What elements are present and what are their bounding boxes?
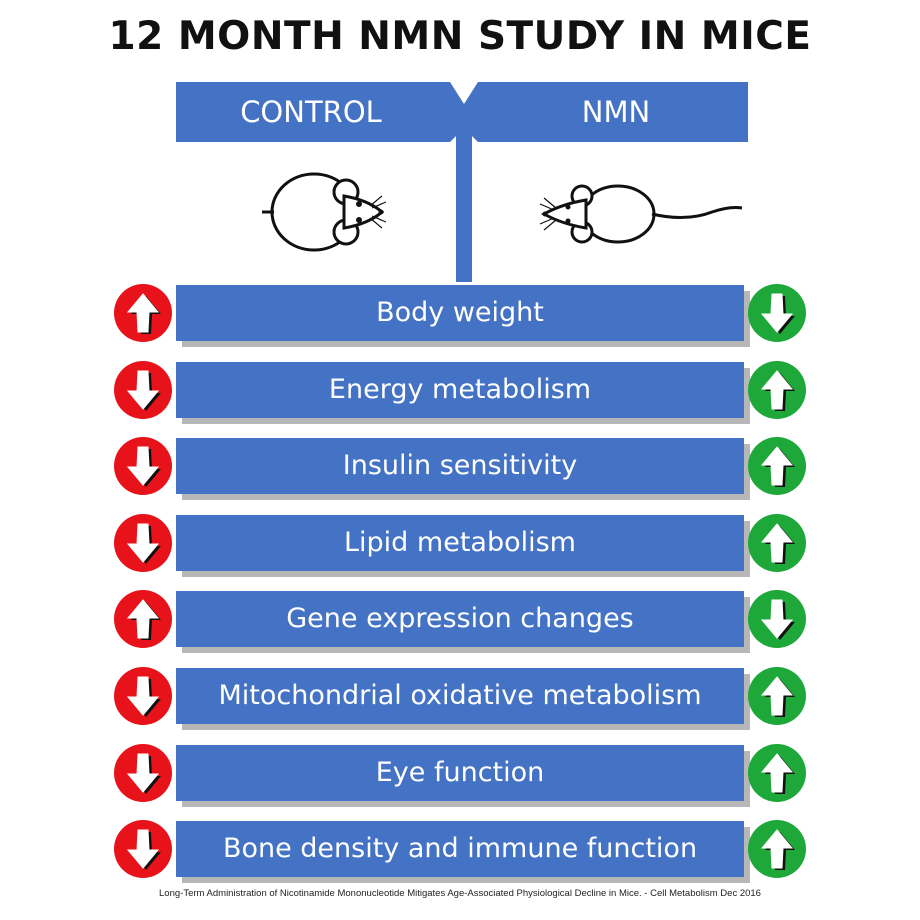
arrow-down-icon [748,590,806,649]
outcome-row: Body weight [110,282,810,347]
arrow-down-icon [748,284,806,342]
outcome-label: Lipid metabolism [344,526,576,558]
arrow-up-icon [114,590,172,649]
outcome-label: Eye function [375,756,545,788]
nmn-effect [746,742,808,804]
arrow-up-icon [748,820,806,879]
outcome-label: Energy metabolism [328,373,592,405]
arrow-down-icon [114,360,172,419]
outcome-bar: Energy metabolism [176,361,744,418]
outcome-bar: Bone density and immune function [176,821,744,878]
outcome-row: Bone density and immune function [110,818,810,884]
outcome-label: Bone density and immune function [222,833,698,865]
control-effect [112,359,174,421]
nmn-effect [746,282,808,344]
control-effect [112,742,174,804]
slim-mouse-icon [539,184,743,244]
outcome-row: Insulin sensitivity [110,435,810,501]
outcome-bar: Insulin sensitivity [176,438,744,495]
arrow-up-icon [114,284,172,342]
outcome-row: Mitochondrial oxidative metabolism [110,665,810,730]
outcome-label: Body weight [376,297,544,328]
control-effect [112,588,174,650]
arrow-up-icon [748,437,806,496]
arrow-down-icon [114,667,172,725]
nmn-label: NMN [581,95,651,129]
arrow-up-icon [748,667,806,725]
outcome-bar: Gene expression changes [176,591,744,648]
outcome-label: Mitochondrial oxidative metabolism [218,680,702,711]
control-effect [112,665,174,727]
outcome-row: Energy metabolism [110,359,810,424]
fat-mouse-icon [262,172,387,252]
arrow-down-icon [114,513,172,572]
outcome-row: Eye function [110,742,810,807]
outcome-label: Insulin sensitivity [342,450,578,482]
control-effect [112,512,174,574]
arrow-up-icon [748,360,806,419]
nmn-effect [746,435,808,497]
outcome-bar: Body weight [176,285,744,341]
outcome-label: Gene expression changes [286,603,634,635]
group-header-shape [176,82,748,282]
nmn-effect [746,588,808,650]
nmn-effect [746,665,808,727]
control-label: CONTROL [240,95,382,129]
citation: Long-Term Administration of Nicotinamide… [159,888,761,899]
nmn-effect [746,818,808,880]
outcome-bar: Lipid metabolism [176,514,744,571]
outcome-row: Lipid metabolism [110,512,810,577]
nmn-effect [746,359,808,421]
control-effect [112,282,174,344]
arrow-down-icon [114,743,172,802]
nmn-effect [746,512,808,574]
control-effect [112,435,174,497]
outcome-row: Gene expression changes [110,588,810,654]
page-title: 12 MONTH NMN STUDY IN MICE [108,14,812,59]
control-effect [112,818,174,880]
arrow-down-icon [114,437,172,496]
outcome-bar: Eye function [176,744,744,801]
group-header: CONTROL NMN [176,82,748,282]
arrow-up-icon [748,743,806,802]
arrow-down-icon [114,820,172,879]
outcome-bar: Mitochondrial oxidative metabolism [176,668,744,724]
arrow-up-icon [748,513,806,572]
